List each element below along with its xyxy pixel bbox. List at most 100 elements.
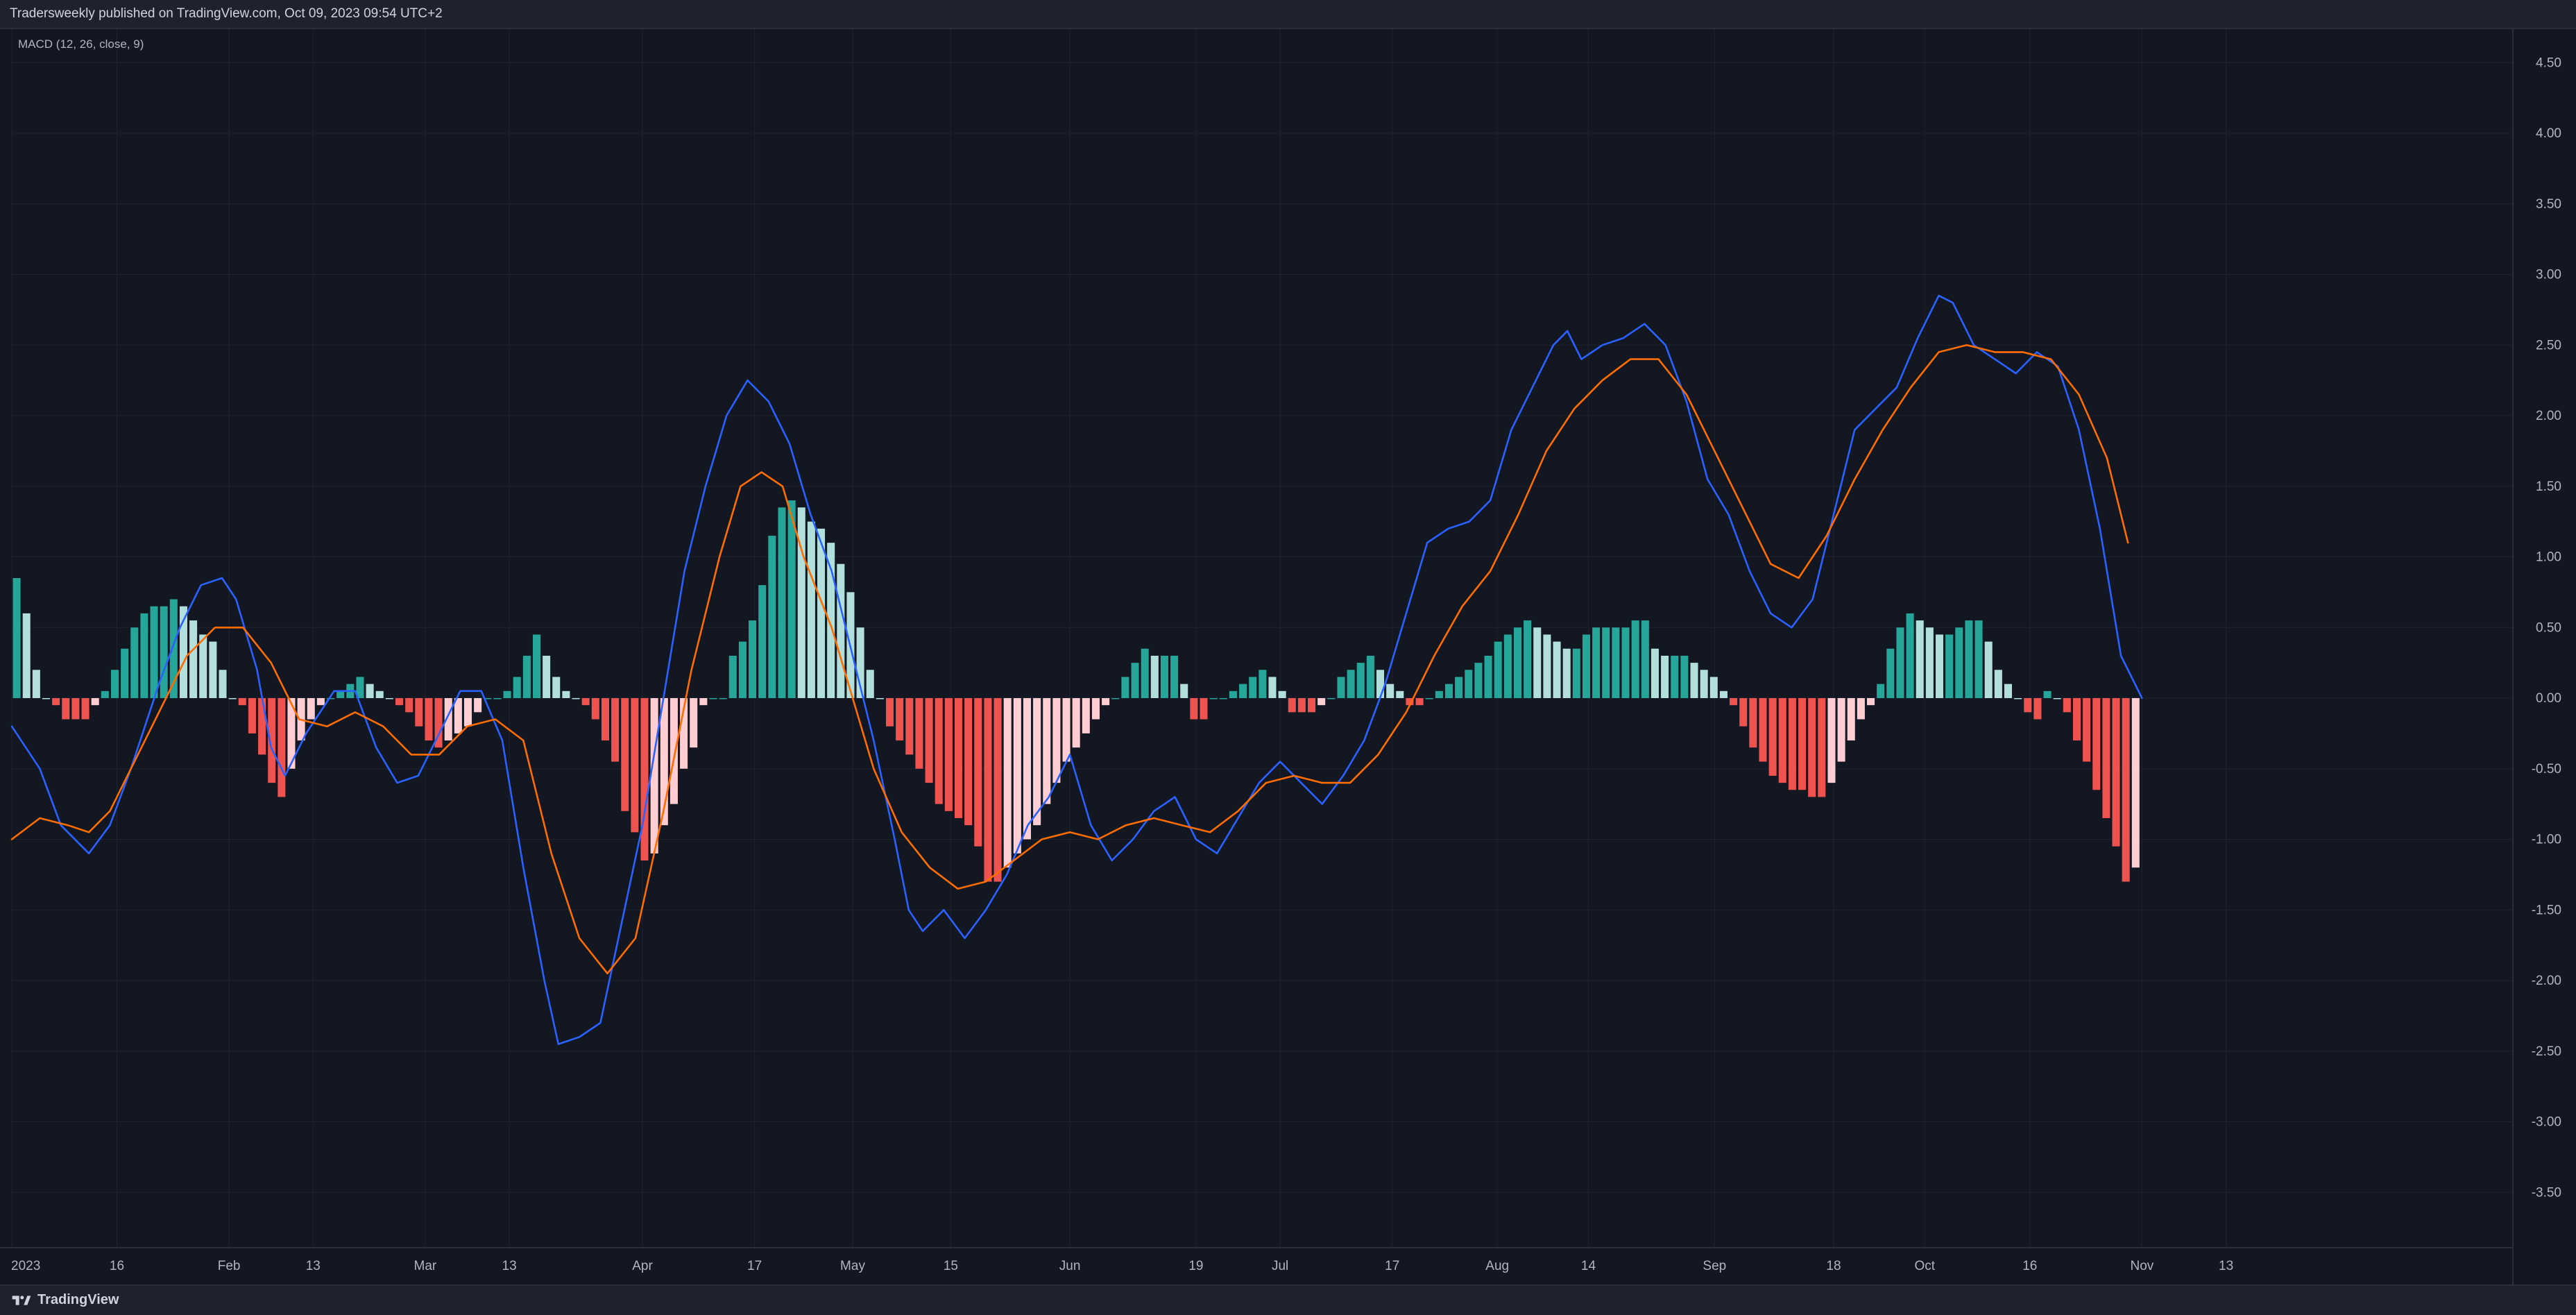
tradingview-logo[interactable]: TradingView [11, 1292, 119, 1308]
histogram-bar [1524, 620, 1532, 698]
histogram-bar [1327, 698, 1336, 699]
histogram-bar [1974, 620, 1983, 698]
histogram-bar [425, 698, 433, 741]
histogram-bar [581, 698, 590, 706]
histogram-bar [1465, 670, 1473, 698]
histogram-bar [1317, 698, 1326, 706]
histogram-bar [1013, 698, 1021, 854]
histogram-bar [896, 698, 904, 741]
histogram-bar [1259, 670, 1267, 698]
histogram-bar [1680, 655, 1689, 698]
histogram-bar [1494, 641, 1502, 698]
histogram-bar [728, 655, 737, 698]
histogram-bar [660, 698, 668, 826]
histogram-bar [827, 543, 835, 698]
histogram-bar [1366, 655, 1374, 698]
histogram-bar [1415, 698, 1424, 706]
top-bar: Tradersweekly published on TradingView.c… [0, 0, 2576, 29]
histogram-bar [650, 698, 658, 854]
histogram-bar [238, 698, 246, 706]
histogram-bar [749, 620, 757, 698]
y-tick-label: 3.50 [2536, 197, 2561, 212]
x-tick-label: 17 [747, 1259, 762, 1273]
histogram-bar [856, 627, 864, 698]
histogram-bar [415, 698, 423, 727]
histogram-bar [248, 698, 256, 733]
histogram-bar [1955, 627, 1963, 698]
histogram-bar [1965, 620, 1973, 698]
histogram-bar [915, 698, 923, 769]
histogram-bar [2083, 698, 2091, 762]
histogram-bar [1003, 698, 1012, 868]
histogram-bar [1631, 620, 1639, 698]
histogram-bar [611, 698, 620, 762]
histogram-bar [160, 606, 168, 698]
histogram-bar [52, 698, 60, 706]
histogram-bar [287, 698, 296, 769]
histogram-bar [1219, 698, 1227, 699]
histogram-bar [356, 677, 364, 698]
histogram-bar [699, 698, 708, 706]
histogram-bar [1043, 698, 1051, 804]
histogram-bar [621, 698, 629, 811]
histogram-bar [1641, 620, 1649, 698]
x-tick-label: Feb [218, 1259, 241, 1273]
histogram-bar [562, 690, 570, 698]
histogram-bar [866, 670, 874, 698]
histogram-layer [12, 500, 2140, 882]
histogram-bar [1268, 677, 1277, 698]
histogram-bar [1474, 663, 1483, 698]
histogram-bar [454, 698, 462, 733]
x-tick-label: May [840, 1259, 865, 1273]
y-tick-label: 1.00 [2536, 550, 2561, 565]
histogram-bar [1425, 698, 1433, 699]
histogram-bar [1150, 655, 1159, 698]
histogram-bar [169, 599, 178, 698]
histogram-bar [1837, 698, 1845, 762]
histogram-bar [493, 698, 502, 699]
histogram-bar [1111, 698, 1120, 699]
histogram-bar [110, 670, 119, 698]
histogram-bar [1131, 663, 1139, 698]
histogram-bar [1288, 698, 1296, 713]
chart-area[interactable]: 4.50 4.00 3.50 3.00 2.50 2.00 1.50 1.00 0.50 0.00… [0, 29, 2576, 1284]
indicator-legend[interactable]: MACD (12, 26, close, 9) [18, 37, 144, 51]
x-tick-label: 13 [502, 1259, 517, 1273]
histogram-bar [1671, 655, 1679, 698]
histogram-bar [336, 690, 345, 698]
x-tick-label: 16 [2022, 1259, 2037, 1273]
histogram-bar [974, 698, 982, 847]
histogram-bar [591, 698, 599, 720]
histogram-bar [758, 585, 767, 698]
histogram-bar [1925, 627, 1934, 698]
histogram-bar [2072, 698, 2081, 741]
histogram-bar [189, 620, 198, 698]
histogram-bar [1386, 684, 1394, 698]
histogram-bar [1337, 677, 1345, 698]
time-axis: 2023 16 Feb 13 Mar 13 Apr 17 May 15 Jun 19 Jul 17 Aug 1… [11, 1259, 2233, 1273]
histogram-bar [1935, 634, 1944, 698]
histogram-bar [1209, 698, 1218, 699]
macd-chart[interactable]: 4.50 4.00 3.50 3.00 2.50 2.00 1.50 1.00 0.50 0.00… [0, 29, 2576, 1284]
histogram-bar [1297, 698, 1306, 713]
histogram-bar [1072, 698, 1080, 748]
histogram-bar [1788, 698, 1796, 790]
histogram-bar [22, 613, 31, 698]
histogram-bar [327, 698, 335, 699]
x-tick-label: Oct [1915, 1259, 1936, 1273]
histogram-bar [738, 641, 747, 698]
y-tick-label: -3.00 [2532, 1115, 2561, 1130]
histogram-bar [1141, 648, 1149, 698]
y-tick-label: -2.50 [2532, 1044, 2561, 1059]
y-tick-label: -1.50 [2532, 903, 2561, 917]
tradingview-logo-icon [12, 1295, 31, 1305]
histogram-bar [1572, 648, 1580, 698]
histogram-bar [1543, 634, 1551, 698]
price-axis: 4.50 4.00 3.50 3.00 2.50 2.00 1.50 1.00 0.50 0.00… [2532, 56, 2561, 1200]
histogram-bar [993, 698, 1002, 882]
histogram-bar [366, 684, 374, 698]
histogram-bar [552, 677, 561, 698]
histogram-bar [1533, 627, 1542, 698]
histogram-bar [1621, 627, 1630, 698]
x-tick-label: Nov [2131, 1259, 2154, 1273]
